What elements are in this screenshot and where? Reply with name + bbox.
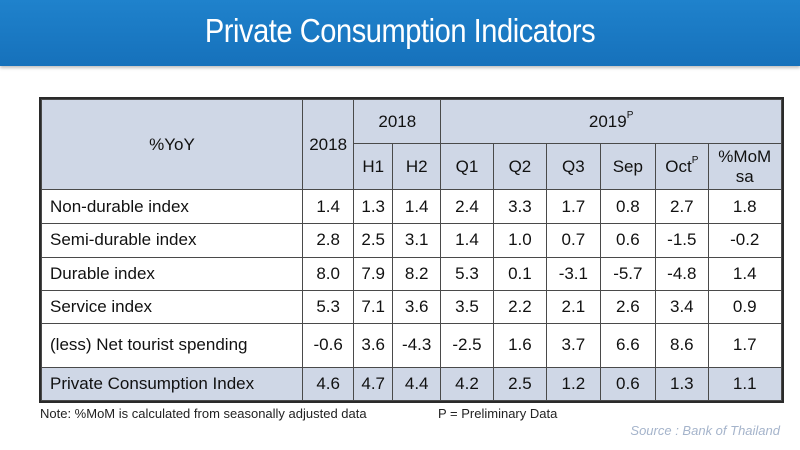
table-cell: 3.5 <box>440 289 494 325</box>
table-cell: 1.6 <box>492 323 548 368</box>
table-cell: 2.1 <box>546 289 601 325</box>
table-cell: 1.1 <box>707 366 782 401</box>
header-2019-sup: P <box>626 109 634 121</box>
subheader-q3: Q3 <box>546 143 601 190</box>
table-cell: 1.4 <box>440 223 494 258</box>
table-cell: 8.0 <box>301 256 355 291</box>
table-cell: 2.7 <box>655 188 709 225</box>
table-cell: -1.5 <box>655 223 709 258</box>
table-cell: 1.8 <box>707 188 782 225</box>
header-2018-total: 2018 <box>301 99 355 190</box>
subheader-sep: Sep <box>599 143 657 190</box>
title-bar: Private Consumption Indicators <box>0 0 800 66</box>
row-label: Private Consumption Index <box>41 366 303 401</box>
table-cell: -4.8 <box>655 256 709 291</box>
header-group-2019: 2019P <box>440 99 782 144</box>
subheader-h2: H2 <box>392 143 442 190</box>
table-cell: 1.4 <box>392 188 442 225</box>
table-cell: 3.1 <box>392 223 442 258</box>
table-cell: 1.2 <box>546 366 601 401</box>
table-row: Semi-durable index 2.8 2.5 3.1 1.4 1.0 0.7 0.6-… <box>41 223 782 258</box>
table-cell: 0.6 <box>599 223 657 258</box>
table-cell: 2.2 <box>492 289 548 325</box>
corner-header: %YoY <box>41 99 303 190</box>
table-cell: 8.6 <box>655 323 709 368</box>
table-cell: 3.7 <box>546 323 601 368</box>
table-cell: 7.1 <box>353 289 394 325</box>
table-cell: 3.6 <box>392 289 442 325</box>
header-group-2018: 2018 <box>353 99 442 144</box>
table-cell: 0.8 <box>599 188 657 225</box>
footnote: Note: %MoM is calculated from seasonally… <box>40 406 367 421</box>
header-2019-text: 2019 <box>588 111 627 131</box>
table-cell: 1.0 <box>492 223 548 258</box>
table-cell: 4.2 <box>440 366 494 401</box>
table-cell: 2.5 <box>353 223 394 258</box>
table-cell: 2.8 <box>301 223 355 258</box>
table-body: Non-durable index 1.4 1.3 1.4 2.4 3.3 1.7 0.8 2.… <box>41 188 782 401</box>
table-cell: 3.3 <box>492 188 548 225</box>
table-cell: 5.3 <box>440 256 494 291</box>
table-cell: 5.3 <box>301 289 355 325</box>
subheader-oct-sup: P <box>691 154 699 166</box>
table-cell: 2.5 <box>492 366 548 401</box>
table-cell: 1.7 <box>707 323 782 368</box>
table-cell: 1.7 <box>546 188 601 225</box>
table-cell: -0.6 <box>301 323 355 368</box>
table-cell: 0.1 <box>492 256 548 291</box>
footnote-preliminary: P = Preliminary Data <box>438 406 558 421</box>
subheader-oct-text: Oct <box>665 156 692 176</box>
table-cell: -4.3 <box>392 323 442 368</box>
subheader-h1: H1 <box>353 143 394 190</box>
row-label: Semi-durable index <box>41 223 303 258</box>
table-cell: 2.6 <box>599 289 657 325</box>
row-label: (less) Net tourist spending <box>41 323 303 368</box>
table-cell: 0.6 <box>599 366 657 401</box>
table-cell: 1.3 <box>655 366 709 401</box>
table-cell: 1.3 <box>353 188 394 225</box>
table-cell: 8.2 <box>392 256 442 291</box>
table-row: Service index 5.3 7.1 3.6 3.5 2.2 2.1 2.6 3.4 0.9 <box>41 289 782 325</box>
table-cell: 2.4 <box>440 188 494 225</box>
row-label: Service index <box>41 289 303 325</box>
table-cell: 1.4 <box>301 188 355 225</box>
table-cell: 4.6 <box>301 366 355 401</box>
table-cell: -2.5 <box>440 323 494 368</box>
table-row: Private Consumption Index 4.6 4.7 4.4 4.2 2.5… <box>41 366 782 401</box>
indicators-table: %YoY 2018 2018 2019P H1 H2 Q1 Q2 Q3 Sep … <box>41 99 782 401</box>
table-cell: 7.9 <box>353 256 394 291</box>
table-cell: 4.7 <box>353 366 394 401</box>
mom-label-line2: sa <box>735 166 754 186</box>
table-cell: 6.6 <box>599 323 657 368</box>
subheader-q1: Q1 <box>440 143 494 190</box>
table-cell: 4.4 <box>392 366 442 401</box>
indicators-table-container: %YoY 2018 2018 2019P H1 H2 Q1 Q2 Q3 Sep … <box>39 97 784 403</box>
table-cell: -3.1 <box>546 256 601 291</box>
row-label: Durable index <box>41 256 303 291</box>
source-credit: Source : Bank of Thailand <box>630 423 780 438</box>
row-label: Non-durable index <box>41 188 303 225</box>
subheader-q2: Q2 <box>492 143 548 190</box>
table-cell: 3.4 <box>655 289 709 325</box>
table-cell: 3.6 <box>353 323 394 368</box>
table-cell: 0.7 <box>546 223 601 258</box>
mom-label-line1: %MoM <box>718 146 772 166</box>
page-title: Private Consumption Indicators <box>204 12 596 49</box>
table-cell: 1.4 <box>707 256 782 291</box>
table-cell: -0.2 <box>707 223 782 258</box>
subheader-oct: OctP <box>655 143 709 190</box>
table-row: Non-durable index 1.4 1.3 1.4 2.4 3.3 1.7 0.8 2.… <box>41 188 782 225</box>
table-row: Durable index 8.0 7.9 8.2 5.3 0.1 -3.1 -5.7 -4.8… <box>41 256 782 291</box>
table-cell: -5.7 <box>599 256 657 291</box>
table-row: (less) Net tourist spending -0.6 3.6 -4.3 -2… <box>41 323 782 368</box>
table-cell: 0.9 <box>707 289 782 325</box>
subheader-mom-sa: %MoM sa <box>707 143 782 190</box>
